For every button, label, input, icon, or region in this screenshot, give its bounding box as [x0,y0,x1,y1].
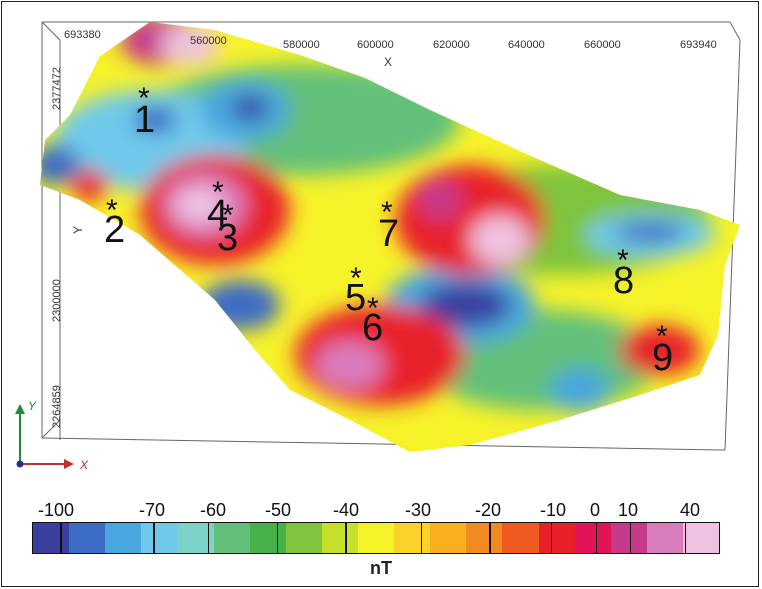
site-number: 8 [613,260,634,302]
triad-x-label: X [79,458,89,472]
color-scale-divider [207,523,210,553]
color-scale-divider [629,523,632,553]
legend-label: 10 [617,500,639,520]
legend-label: -30 [404,500,432,520]
site-marker-6: * 6 [362,292,383,349]
site-star: * [138,82,150,115]
triad-y-label: Y [28,399,37,413]
color-scale-segment [33,523,70,553]
legend-unit: nT [370,558,392,578]
color-scale-segment [69,523,106,553]
x-axis-name: X [384,55,392,69]
legend-label: -60 [199,500,227,520]
x-tick-6: 660000 [584,39,621,51]
x-tick-4: 620000 [433,39,470,51]
origin-dot-icon [16,460,24,468]
site-star: * [212,176,224,209]
color-scale-segment [502,523,539,553]
bounding-box [41,21,741,451]
site-star: * [222,199,234,232]
color-scale-segment [321,523,358,553]
color-scale-divider [684,523,687,553]
site-marker-1: * 1 [134,82,155,141]
site-marker-5: * 5 [345,262,366,319]
axis-ticks: 693380 560000 580000 600000 620000 64000… [51,29,717,428]
x-tick-3: 600000 [357,39,394,51]
color-scale-segment [430,523,467,553]
color-scale-segment [285,523,322,553]
y-tick-0: 2377472 [51,67,63,110]
site-number: 7 [378,213,399,255]
site-marker-7: * 7 [378,196,399,255]
y-arrow-icon [15,404,25,414]
color-scale-bar [32,522,720,554]
legend-label: -10 [539,500,567,520]
y-axis-name: Y [71,226,85,234]
site-marker-3: * 3 [217,199,238,259]
site-number: 6 [362,307,383,349]
color-scale-divider [345,523,347,553]
legend-label: 40 [679,500,701,520]
x-arrow-icon [64,459,74,469]
color-scale-divider [276,523,279,553]
site-star: * [350,262,362,295]
site-marker-9: * 9 [652,320,673,379]
legend-label: -20 [474,500,502,520]
y-tick-2: 2264859 [51,385,63,428]
x-tick-7: 693940 [680,39,717,51]
x-tick-0: 693380 [64,29,101,41]
color-scale-segment [213,523,250,553]
site-marker-8: * 8 [613,244,634,302]
site-number: 5 [345,277,366,319]
color-scale-segment [538,523,575,553]
site-number: 4 [207,193,228,235]
color-scale-divider [153,523,155,553]
color-scale-segment [466,523,503,553]
color-scale-segment [610,523,647,553]
axis-triad: Y X [15,399,89,472]
legend-labels: -100 -70 -60 -50 -40 -30 -20 -10 0 10 40 [0,500,762,524]
x-tick-1: 560000 [190,35,227,47]
magnetic-anomaly-map: 693380 560000 580000 600000 620000 64000… [15,21,741,472]
legend-label: -70 [138,500,166,520]
color-scale-segment [141,523,178,553]
site-star: * [367,292,379,325]
site-number: 3 [217,217,238,259]
color-scale-segment [574,523,611,553]
site-marker-4: * 4 [207,176,228,235]
color-scale-divider [60,523,62,553]
x-tick-5: 640000 [508,39,545,51]
color-scale-segment [394,523,431,553]
site-star: * [381,196,393,229]
color-scale-segment [646,523,683,553]
site-number: 2 [104,209,125,251]
legend-label: 0 [589,500,601,520]
x-tick-2: 580000 [283,39,320,51]
legend-label: -40 [332,500,360,520]
color-scale-divider [420,523,423,553]
color-scale-segment [249,523,286,553]
site-star: * [656,320,668,353]
legend-label: -100 [37,500,75,520]
site-star: * [617,244,629,277]
y-tick-1: 2300000 [51,279,63,322]
legend-label: -50 [264,500,292,520]
color-scale-segment [177,523,214,553]
color-scale-segment [105,523,142,553]
color-scale-divider [550,523,553,553]
color-scale-divider [595,523,598,553]
site-number: 9 [652,337,673,379]
site-marker-2: * 2 [104,194,125,251]
color-scale-segment [357,523,395,553]
color-scale-segment [682,523,720,553]
site-number: 1 [134,99,155,141]
site-star: * [106,194,118,227]
color-scale-divider [489,523,491,553]
site-markers: * 1 * 2 * 3 * 4 * 5 * 6 * 7 * 8 [104,82,673,379]
